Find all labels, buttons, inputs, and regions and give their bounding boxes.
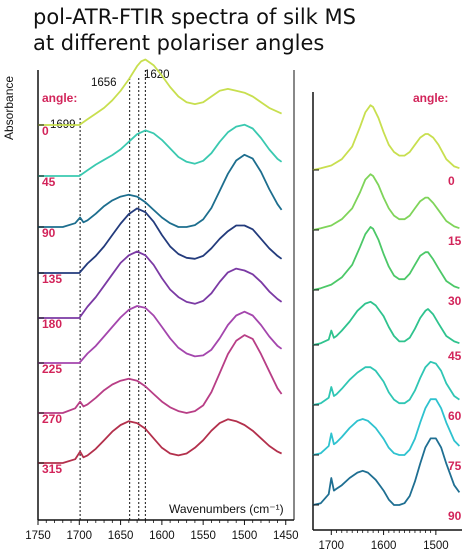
left-x-tick-label-1750: 1750 <box>25 530 51 542</box>
left-angle-label-90: 90 <box>42 226 56 240</box>
right-x-tick-label-1600: 1600 <box>371 540 397 550</box>
left-angle-label-225: 225 <box>42 362 62 376</box>
left-series-line-0 <box>38 58 282 126</box>
right-series-line-0 <box>312 104 460 171</box>
right-series-line-90 <box>312 437 461 506</box>
left-series-line-90 <box>38 153 283 228</box>
left-series-line-135 <box>38 207 283 274</box>
left-legend-title: angle: <box>42 91 77 105</box>
right-angle-label-75: 75 <box>448 459 462 473</box>
y-axis-label: Absorbance <box>2 76 16 140</box>
chart-title-line-2: at different polariser angles <box>33 31 325 55</box>
left-angle-label-315: 315 <box>42 462 62 476</box>
left-x-tick-label-1600: 1600 <box>149 530 175 542</box>
right-x-tick-label-1700: 1700 <box>319 540 345 550</box>
right-angle-label-90: 90 <box>448 509 462 523</box>
right-series-line-75 <box>312 398 461 456</box>
right-angle-label-15: 15 <box>448 234 462 248</box>
left-angle-label-270: 270 <box>42 412 62 426</box>
right-legend-title: angle: <box>413 91 448 105</box>
x-axis-label: Wavenumbers (cm⁻¹) <box>169 502 284 516</box>
left-x-tick-label-1700: 1700 <box>66 530 92 542</box>
left-x-tick-label-1450: 1450 <box>273 530 299 542</box>
right-angle-label-45: 45 <box>448 349 462 363</box>
right-angle-label-60: 60 <box>448 409 462 423</box>
right-series-line-45 <box>312 300 460 346</box>
left-series-line-315 <box>38 418 282 464</box>
right-x-tick-label-1500: 1500 <box>423 540 449 550</box>
right-series-line-15 <box>312 173 460 231</box>
left-angle-label-0: 0 <box>42 124 49 138</box>
left-series-line-45 <box>38 123 283 177</box>
left-series-line-225 <box>38 305 283 364</box>
right-panel: angle: 1700 1600 1500 0 15 30 45 60 75 90 <box>312 91 462 550</box>
reference-label-1656: 1656 <box>91 77 117 89</box>
left-x-tick-label-1650: 1650 <box>108 530 134 542</box>
reference-label-1620: 1620 <box>144 69 170 81</box>
left-series-line-180 <box>38 250 283 319</box>
left-angle-label-180: 180 <box>42 317 62 331</box>
right-series-line-60 <box>312 360 460 406</box>
left-x-tick-label-1550: 1550 <box>190 530 216 542</box>
left-angle-label-135: 135 <box>42 272 62 286</box>
left-panel: Absorbance angle: Wavenumbers (cm⁻¹) 169… <box>2 58 299 542</box>
left-x-tick-label-1500: 1500 <box>232 530 258 542</box>
left-angle-label-45: 45 <box>42 175 56 189</box>
right-angle-label-0: 0 <box>448 174 455 188</box>
right-angle-label-30: 30 <box>448 294 462 308</box>
right-series-line-30 <box>312 226 460 291</box>
chart-title-line-1: pol-ATR-FTIR spectra of silk MS <box>33 5 356 29</box>
left-series-line-270 <box>38 334 283 414</box>
